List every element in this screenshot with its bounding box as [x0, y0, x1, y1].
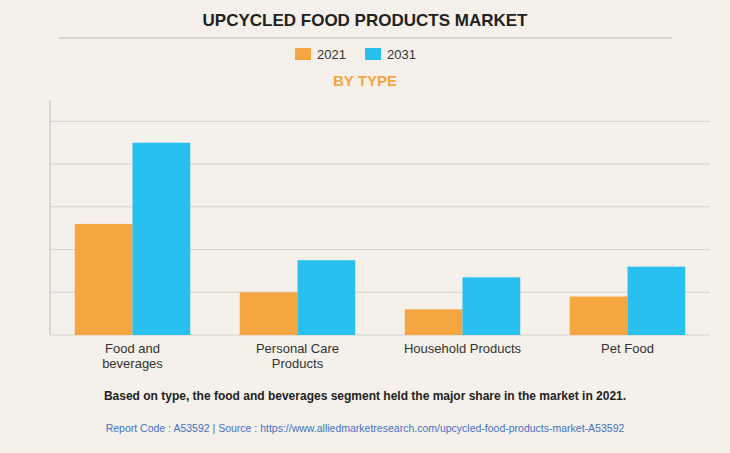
title-separator — [58, 38, 671, 39]
footer-note: Based on type, the food and beverages se… — [104, 389, 626, 403]
legend-swatch — [295, 48, 311, 60]
x-tick-label-line: Food and — [105, 341, 160, 356]
bar — [570, 297, 628, 335]
x-tick-label: Pet Food — [601, 341, 654, 356]
bar — [240, 292, 298, 335]
title: UPCYCLED FOOD PRODUCTS MARKET — [203, 11, 529, 30]
bar — [75, 224, 133, 335]
x-tick-label-line: Personal Care — [256, 341, 339, 356]
background — [0, 0, 730, 453]
legend-swatch — [365, 48, 381, 60]
grid — [50, 121, 710, 335]
bar — [133, 143, 191, 335]
source-note: Report Code : A53592 | Source : https://… — [106, 422, 625, 434]
x-tick-label-line: Household Products — [404, 341, 522, 356]
legend-label: 2021 — [317, 47, 346, 62]
x-tick-label: Food andbeverages — [102, 341, 163, 371]
bars — [75, 143, 686, 335]
chart-container: UPCYCLED FOOD PRODUCTS MARKET 2021 2031 BY … — [0, 0, 730, 453]
bar — [463, 277, 521, 335]
x-tick-label: Personal CareProducts — [256, 341, 339, 371]
legend: 2021 2031 — [295, 47, 416, 62]
x-tick-label-line: Products — [272, 356, 324, 371]
subtitle: BY TYPE — [333, 72, 397, 89]
chart-svg: UPCYCLED FOOD PRODUCTS MARKET 2021 2031 BY … — [0, 0, 730, 453]
legend-label: 2031 — [387, 47, 416, 62]
y-axis-line — [50, 100, 51, 335]
x-tick-label-line: beverages — [102, 356, 163, 371]
bar — [298, 260, 356, 335]
x-axis: Food andbeverages Personal CareProducts Ho… — [102, 341, 654, 371]
x-tick-label: Household Products — [404, 341, 522, 356]
x-tick-label-line: Pet Food — [601, 341, 654, 356]
grid-line — [50, 121, 710, 122]
bar — [628, 267, 686, 335]
bar — [405, 309, 463, 335]
